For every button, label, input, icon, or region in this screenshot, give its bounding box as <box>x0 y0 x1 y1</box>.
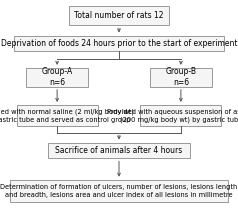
FancyBboxPatch shape <box>69 6 169 25</box>
FancyBboxPatch shape <box>10 180 228 202</box>
Text: Group-A
n=6: Group-A n=6 <box>41 67 73 87</box>
FancyBboxPatch shape <box>48 142 190 159</box>
FancyBboxPatch shape <box>150 68 212 87</box>
Text: Group-B
n=6: Group-B n=6 <box>165 67 196 87</box>
Text: Provided with normal saline (2 ml/kg body wt)
by gastric tube and served as cont: Provided with normal saline (2 ml/kg bod… <box>0 109 134 123</box>
FancyBboxPatch shape <box>17 105 98 126</box>
Text: Determination of formation of ulcers, number of lesions, lesions length
and brea: Determination of formation of ulcers, nu… <box>0 184 238 198</box>
Text: Provided with aqueous suspension of aspirin
(200 mg/kg body wt) by gastric tube: Provided with aqueous suspension of aspi… <box>106 109 238 123</box>
Text: Sacrifice of animals after 4 hours: Sacrifice of animals after 4 hours <box>55 146 183 155</box>
FancyBboxPatch shape <box>26 68 88 87</box>
Text: Deprivation of foods 24 hours prior to the start of experiment: Deprivation of foods 24 hours prior to t… <box>1 39 237 48</box>
Text: Total number of rats 12: Total number of rats 12 <box>74 11 164 20</box>
FancyBboxPatch shape <box>14 35 224 52</box>
FancyBboxPatch shape <box>140 105 221 126</box>
